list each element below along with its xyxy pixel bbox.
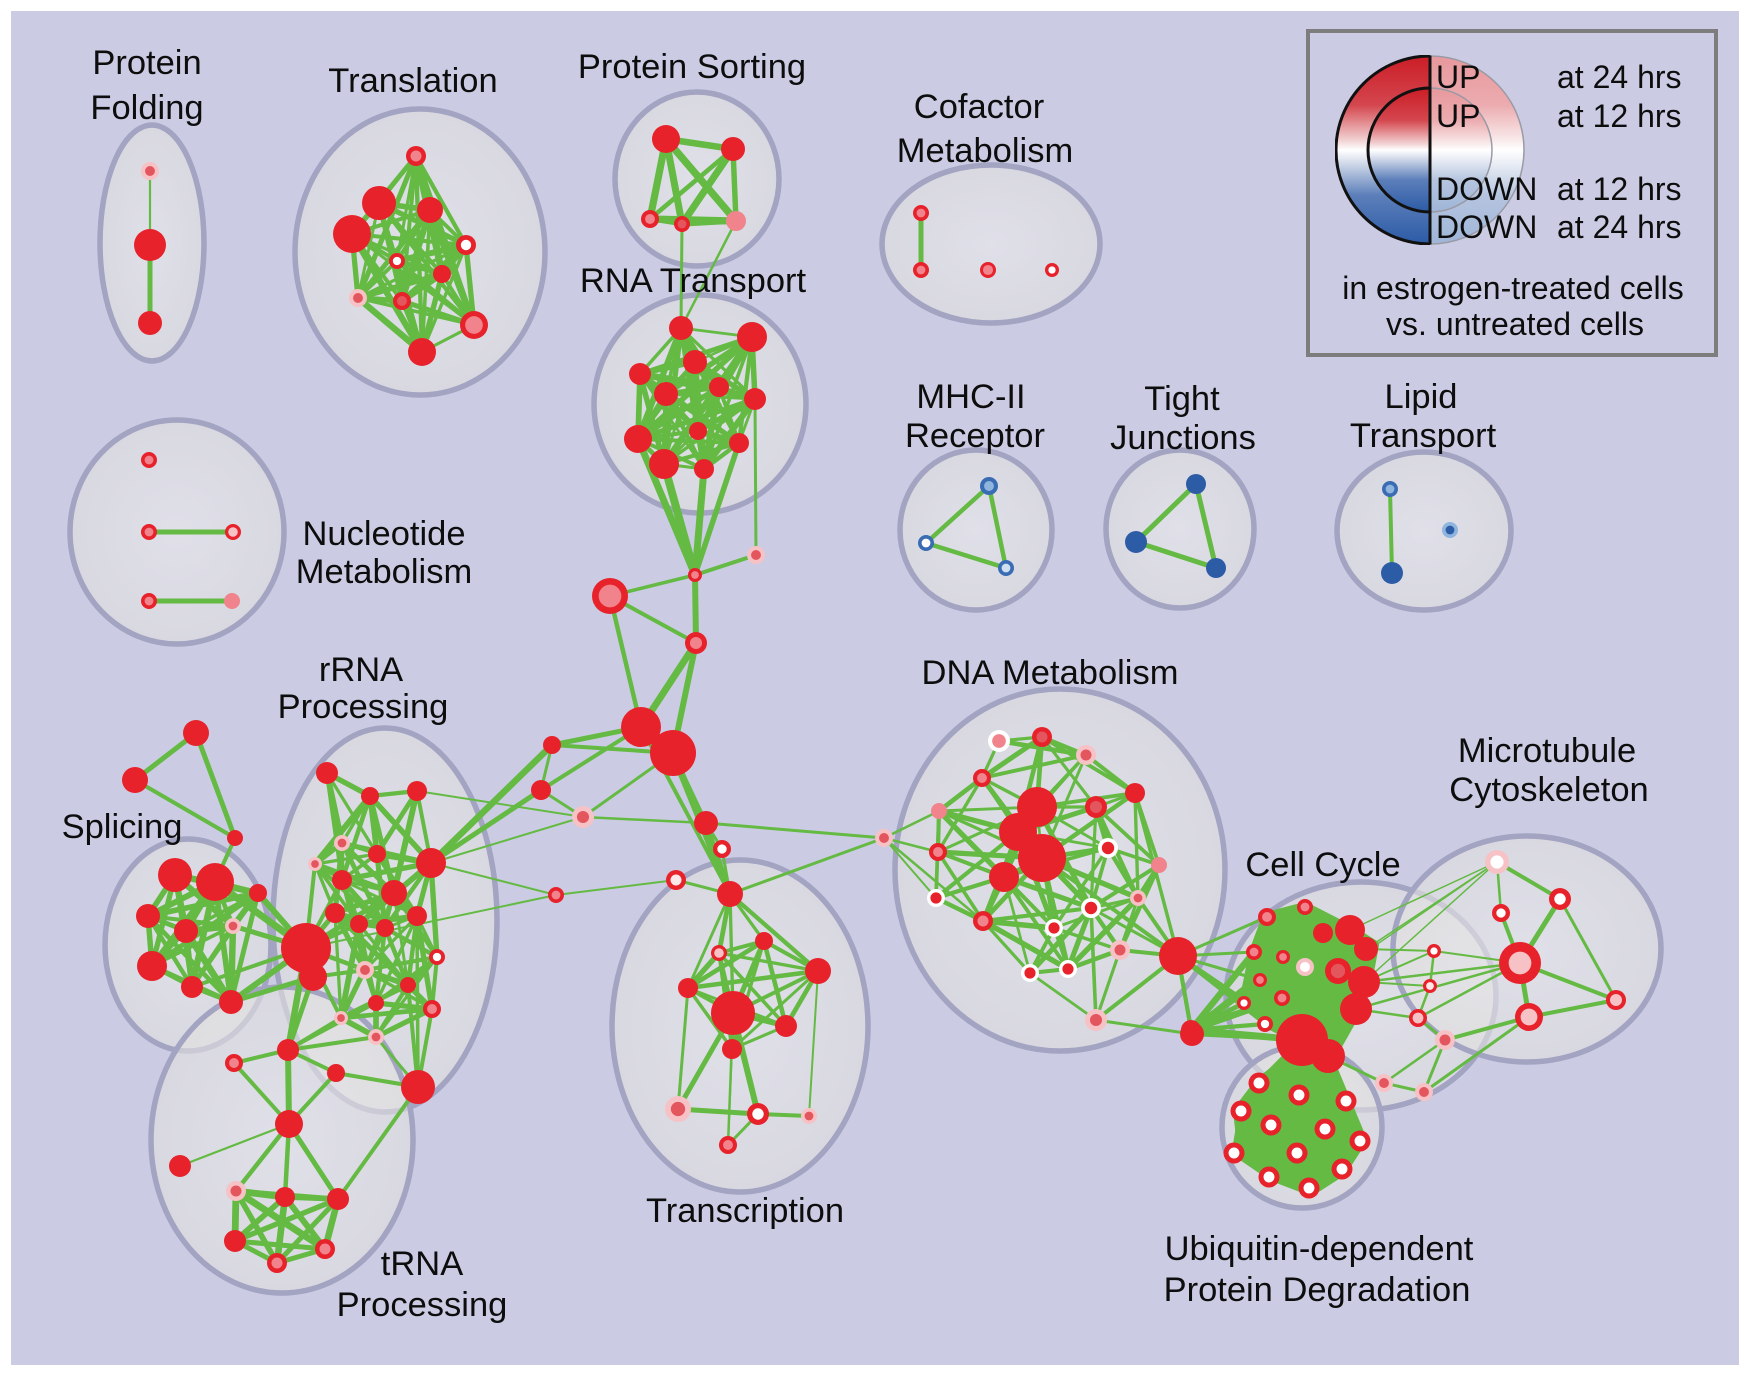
- svg-text:Cofactor: Cofactor: [914, 88, 1044, 126]
- svg-text:Translation: Translation: [328, 62, 497, 100]
- svg-text:Protein Sorting: Protein Sorting: [578, 48, 806, 86]
- svg-text:rRNA: rRNA: [319, 651, 403, 689]
- svg-text:DOWN: DOWN: [1436, 171, 1537, 207]
- svg-text:Processing: Processing: [337, 1286, 508, 1324]
- svg-text:Microtubule: Microtubule: [1458, 732, 1636, 770]
- svg-text:Splicing: Splicing: [62, 808, 183, 846]
- svg-text:Ubiquitin-dependent: Ubiquitin-dependent: [1165, 1230, 1474, 1268]
- svg-text:Metabolism: Metabolism: [897, 132, 1073, 170]
- svg-text:UP: UP: [1436, 98, 1480, 134]
- svg-text:Metabolism: Metabolism: [296, 553, 472, 591]
- svg-text:at 24 hrs: at 24 hrs: [1557, 209, 1682, 245]
- svg-text:DOWN: DOWN: [1436, 209, 1537, 245]
- svg-text:Junctions: Junctions: [1110, 419, 1256, 457]
- svg-text:at 12 hrs: at 12 hrs: [1557, 98, 1682, 134]
- svg-text:DNA Metabolism: DNA Metabolism: [922, 654, 1179, 692]
- svg-text:in estrogen-treated cells: in estrogen-treated cells: [1342, 270, 1684, 306]
- svg-text:Tight: Tight: [1144, 380, 1220, 418]
- svg-text:Transport: Transport: [1350, 417, 1497, 455]
- svg-text:tRNA: tRNA: [381, 1245, 463, 1283]
- svg-text:RNA Transport: RNA Transport: [580, 262, 807, 300]
- svg-text:Receptor: Receptor: [905, 417, 1045, 455]
- svg-text:Lipid: Lipid: [1385, 378, 1458, 416]
- svg-text:Processing: Processing: [278, 688, 449, 726]
- svg-text:Folding: Folding: [90, 89, 203, 127]
- svg-text:MHC-II: MHC-II: [916, 378, 1025, 416]
- svg-text:Protein: Protein: [92, 44, 201, 82]
- svg-text:Nucleotide: Nucleotide: [302, 515, 465, 553]
- svg-text:vs. untreated cells: vs. untreated cells: [1386, 306, 1644, 342]
- svg-text:at 24 hrs: at 24 hrs: [1557, 59, 1682, 95]
- svg-text:UP: UP: [1436, 59, 1480, 95]
- svg-text:Protein Degradation: Protein Degradation: [1164, 1271, 1471, 1309]
- svg-text:Cytoskeleton: Cytoskeleton: [1449, 771, 1648, 809]
- svg-text:at 12 hrs: at 12 hrs: [1557, 171, 1682, 207]
- svg-text:Cell Cycle: Cell Cycle: [1245, 846, 1400, 884]
- svg-text:Transcription: Transcription: [646, 1192, 844, 1230]
